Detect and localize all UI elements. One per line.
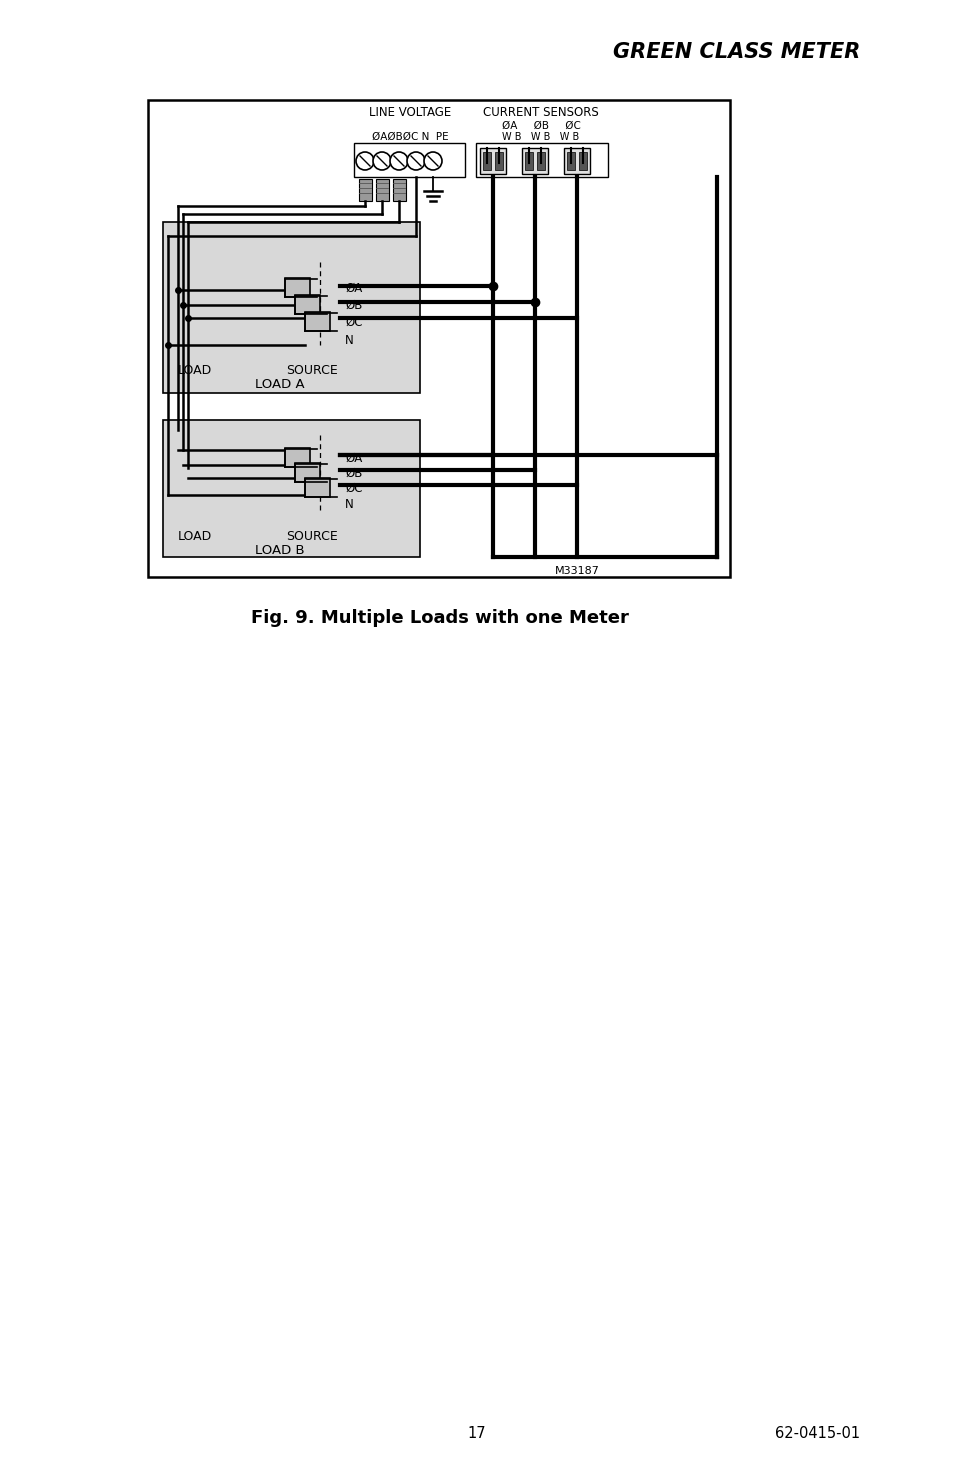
Bar	[285, 277, 310, 296]
Text: ØB: ØB	[345, 298, 362, 311]
Circle shape	[355, 152, 374, 170]
Bar	[354, 143, 464, 177]
Text: Fig. 9. Multiple Loads with one Meter: Fig. 9. Multiple Loads with one Meter	[251, 609, 628, 627]
Text: N: N	[345, 499, 354, 512]
Bar	[537, 152, 544, 170]
Text: GREEN CLASS METER: GREEN CLASS METER	[612, 41, 859, 62]
Text: ØB: ØB	[345, 466, 362, 479]
Circle shape	[390, 152, 408, 170]
Circle shape	[407, 152, 424, 170]
Text: LOAD A: LOAD A	[254, 379, 305, 391]
Text: W B   W B   W B: W B W B W B	[502, 131, 579, 142]
Bar	[294, 295, 319, 314]
Bar	[482, 152, 491, 170]
Bar	[358, 178, 372, 201]
Bar	[163, 420, 419, 558]
Text: ØC: ØC	[345, 481, 362, 494]
Bar	[163, 223, 419, 392]
Text: SOURCE: SOURCE	[286, 531, 337, 543]
Bar	[578, 152, 586, 170]
Circle shape	[423, 152, 441, 170]
Bar	[148, 100, 729, 577]
Bar	[521, 148, 547, 174]
Text: ØAØBØC N  PE: ØAØBØC N PE	[372, 131, 448, 142]
Circle shape	[373, 152, 391, 170]
Text: CURRENT SENSORS: CURRENT SENSORS	[482, 106, 598, 119]
Bar	[375, 178, 389, 201]
Text: LOAD: LOAD	[177, 531, 212, 543]
Text: ØA     ØB     ØC: ØA ØB ØC	[501, 121, 579, 131]
Text: LOAD B: LOAD B	[254, 544, 305, 558]
Bar	[524, 152, 533, 170]
Bar	[285, 448, 310, 468]
Text: ØA: ØA	[345, 282, 362, 295]
Text: N: N	[345, 335, 354, 348]
Bar	[479, 148, 505, 174]
Bar	[563, 148, 589, 174]
Text: 62-0415-01: 62-0415-01	[774, 1425, 859, 1441]
Text: SOURCE: SOURCE	[286, 363, 337, 376]
Text: M33187: M33187	[555, 566, 599, 577]
Bar	[566, 152, 575, 170]
Text: 17: 17	[467, 1425, 486, 1441]
Text: LOAD: LOAD	[177, 363, 212, 376]
Text: LINE VOLTAGE: LINE VOLTAGE	[369, 106, 451, 119]
Text: ØC: ØC	[345, 316, 362, 329]
Bar	[305, 478, 330, 497]
Bar	[294, 463, 319, 482]
Bar	[476, 143, 607, 177]
Bar	[495, 152, 502, 170]
Bar	[305, 313, 330, 330]
Text: ØA: ØA	[345, 451, 362, 465]
Bar	[393, 178, 406, 201]
